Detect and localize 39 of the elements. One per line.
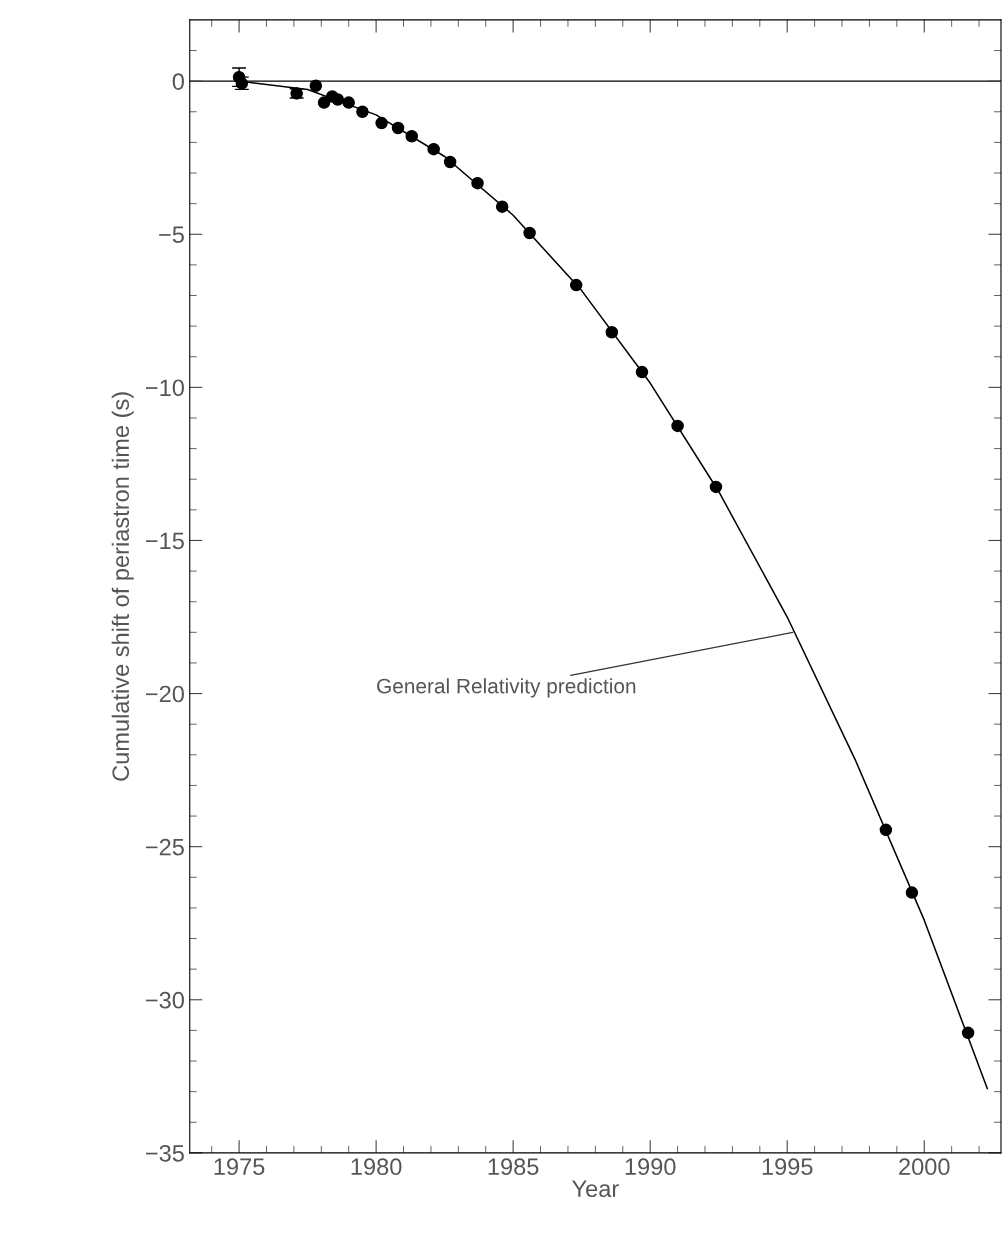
point [331, 93, 345, 106]
point [471, 176, 484, 190]
point [671, 419, 684, 433]
y-tick-label: −35 [146, 1144, 184, 1162]
x-tick-label: 1995 [762, 1158, 813, 1176]
y-tick-label: −30 [146, 991, 184, 1009]
point [317, 96, 331, 109]
point [569, 278, 583, 292]
x-tick-label: 1985 [488, 1158, 539, 1176]
y-tick-label: −15 [146, 532, 184, 550]
point [342, 96, 355, 109]
y-tick-label: −5 [159, 226, 184, 244]
point [309, 79, 323, 93]
point [375, 116, 388, 130]
y-tick-label: −10 [146, 379, 184, 397]
annotation: General Relativity prediction [377, 678, 636, 698]
point [961, 1026, 975, 1040]
point [391, 121, 405, 135]
x-tick-label: 1980 [351, 1158, 402, 1176]
y-axis-title: Cumulative shift of periastron time (s) [111, 392, 134, 781]
x-tick-label: 1990 [625, 1158, 676, 1176]
x-tick-label: 2000 [899, 1158, 950, 1176]
y-tick-label: −20 [146, 685, 184, 703]
y-tick-label: 0 [172, 73, 184, 90]
point [635, 365, 649, 379]
point [443, 155, 457, 169]
point [605, 325, 619, 339]
point [905, 886, 919, 899]
x-axis-title: Year [572, 1180, 619, 1198]
point [235, 77, 249, 90]
point [879, 823, 893, 837]
point [405, 130, 418, 143]
point [356, 105, 369, 119]
point [427, 142, 440, 156]
point [495, 200, 509, 213]
point [709, 480, 723, 494]
x-tick-label: 1975 [214, 1158, 265, 1176]
y-tick-label: −25 [146, 838, 184, 856]
point [523, 226, 536, 240]
